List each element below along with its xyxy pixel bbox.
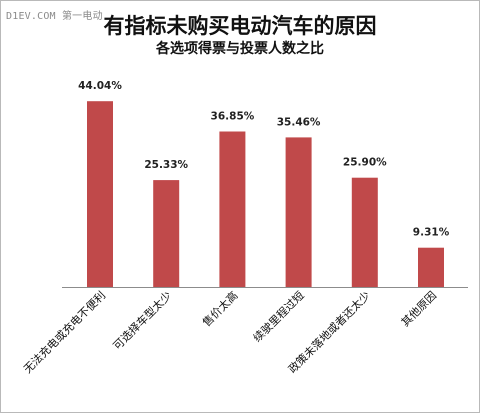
bar-5 xyxy=(351,177,378,287)
chart-subtitle: 各选项得票与投票人数之比 xyxy=(156,41,324,57)
bars-group xyxy=(87,101,444,287)
value-label-1: 44.04% xyxy=(78,80,122,92)
category-label-4: 续驶里程过短 xyxy=(250,288,307,345)
value-label-2: 25.33% xyxy=(144,159,188,171)
bar-6 xyxy=(418,247,444,287)
value-label-4: 35.46% xyxy=(277,116,321,128)
value-label-6: 9.31% xyxy=(413,227,450,239)
category-label-6: 其他原因 xyxy=(399,289,439,329)
chart-title: 有指标未购买电动汽车的原因 xyxy=(103,14,377,38)
bar-1 xyxy=(87,101,113,287)
category-label-1: 无法充电或充电不便利 xyxy=(20,288,108,376)
value-label-3: 36.85% xyxy=(211,111,255,123)
watermark: D1EV.COM 第一电动 xyxy=(6,11,103,22)
value-label-5: 25.90% xyxy=(343,157,387,169)
category-label-2: 可选择车型太少 xyxy=(110,288,174,352)
category-label-3: 售价太高 xyxy=(200,288,241,329)
value-labels-group: 44.04% 25.33% 36.85% 35.46% 25.90% 9.31% xyxy=(78,80,450,239)
bar-3 xyxy=(219,131,246,287)
bar-2 xyxy=(153,180,180,287)
bar-4 xyxy=(285,137,312,287)
